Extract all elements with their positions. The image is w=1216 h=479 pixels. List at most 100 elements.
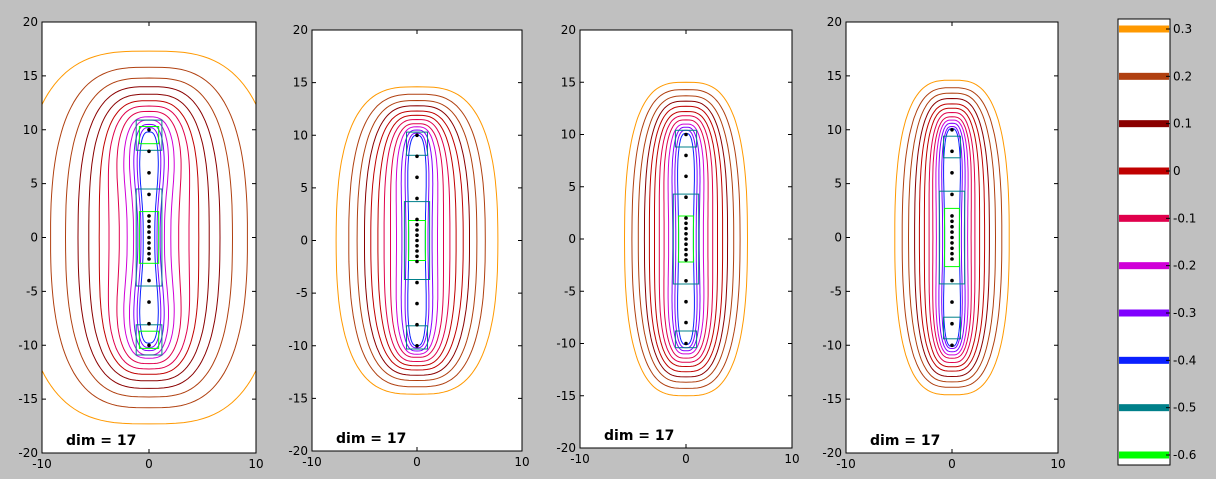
source-point: [950, 257, 954, 261]
colorbar-swatch: [1119, 120, 1169, 128]
source-point: [147, 230, 151, 234]
inner-contour: [138, 330, 160, 349]
inner-contour: [678, 215, 694, 263]
source-point: [950, 278, 954, 283]
colorbar-label: 0.3: [1173, 22, 1192, 36]
source-point: [950, 219, 954, 224]
contour-line: [932, 116, 972, 359]
x-tick-label: -10: [32, 457, 52, 471]
plot-area: [623, 81, 749, 397]
y-tick-label: -10: [556, 337, 576, 351]
contour-line: [116, 110, 182, 365]
source-point: [415, 238, 419, 243]
x-tick-label: 10: [784, 452, 799, 466]
plot-area: [894, 79, 1010, 396]
x-tick-label: 10: [514, 455, 529, 469]
source-point: [147, 219, 151, 224]
source-point: [147, 251, 151, 256]
y-tick-label: -15: [288, 391, 308, 405]
y-tick-label: -10: [822, 338, 842, 352]
source-point: [950, 192, 954, 197]
dim-annotation: dim = 17: [66, 433, 136, 449]
y-tick-label: 0: [568, 232, 576, 246]
y-tick-label: 20: [561, 23, 576, 37]
colorbar: 0.3 0.2 0.1 0 -0.1 -0.2 -0.3 -0.4 -0.5 -0.6: [1117, 18, 1196, 466]
colorbar-label: 0: [1173, 164, 1181, 178]
contour-panel-1: -20 -15 -10 -5 0 5 10 15 20 -10 0 10 dim = 17: [18, 15, 263, 471]
source-point: [684, 279, 688, 283]
contour-line: [941, 125, 963, 350]
source-point: [147, 300, 151, 304]
contour-line: [643, 100, 729, 378]
y-tick-label: 20: [293, 23, 308, 37]
x-tick-label: 0: [682, 452, 690, 466]
source-point: [684, 341, 688, 346]
y-tick-label: 0: [300, 234, 308, 248]
colorbar-label: 0.1: [1173, 117, 1192, 131]
dim-annotation: dim = 17: [870, 433, 940, 449]
contour-panel-4: -20 -15 -10 -5 0 5 10 15 20 -10 0 10 dim = 17: [822, 15, 1065, 471]
colorbar-swatch: [1119, 167, 1169, 175]
source-point: [147, 246, 151, 251]
inner-contour: [135, 188, 163, 287]
contour-line: [107, 105, 191, 370]
source-point: [415, 280, 419, 285]
contour-line: [335, 86, 499, 395]
source-point: [950, 300, 954, 304]
y-tick-label: 15: [561, 75, 576, 89]
contour-line: [377, 114, 457, 367]
source-point: [950, 149, 954, 154]
source-point: [147, 128, 151, 132]
colorbar-label: 0.2: [1173, 69, 1192, 83]
source-point: [684, 221, 688, 226]
inner-contour: [138, 211, 160, 264]
source-point: [147, 214, 151, 218]
colorbar-label: -0.4: [1173, 353, 1196, 367]
source-point: [950, 235, 954, 240]
y-tick-label: -15: [822, 392, 842, 406]
y-tick-label: -20: [18, 446, 38, 460]
y-tick-label: -5: [26, 284, 38, 298]
source-point: [415, 222, 419, 227]
source-point: [950, 214, 954, 218]
source-point: [684, 252, 688, 257]
contour-line: [129, 119, 169, 356]
contour-line: [364, 105, 470, 376]
contour-line: [935, 119, 969, 356]
y-tick-label: -10: [18, 338, 38, 352]
colorbar-swatch: [1119, 25, 1169, 33]
source-point: [684, 195, 688, 199]
source-point: [950, 241, 954, 245]
contour-line: [894, 79, 1010, 396]
inner-contour: [938, 190, 966, 285]
source-point: [415, 259, 419, 264]
source-point: [415, 249, 419, 253]
contour-line: [663, 119, 709, 359]
contour-line: [356, 99, 478, 382]
source-point: [147, 192, 151, 197]
source-point: [147, 171, 151, 175]
contour-line: [400, 129, 434, 352]
inner-contour: [674, 129, 698, 148]
colorbar-label: -0.6: [1173, 448, 1196, 462]
colorbar-label: -0.2: [1173, 259, 1196, 273]
source-point: [684, 232, 688, 236]
contour-line: [123, 116, 175, 359]
y-tick-label: 15: [293, 76, 308, 90]
source-point: [415, 244, 419, 248]
x-tick-label: -10: [570, 452, 590, 466]
source-point: [415, 217, 419, 222]
x-tick-label: 10: [248, 457, 263, 471]
y-tick-label: 10: [293, 128, 308, 142]
source-point: [147, 224, 151, 229]
contour-line: [907, 92, 997, 383]
source-point: [684, 299, 688, 304]
contour-line: [42, 50, 256, 425]
contour-line: [98, 100, 200, 375]
contour-line: [918, 103, 986, 372]
contour-line: [648, 105, 724, 373]
colorbar-label: -0.1: [1173, 211, 1196, 225]
source-point: [415, 254, 419, 259]
source-point: [684, 237, 688, 241]
